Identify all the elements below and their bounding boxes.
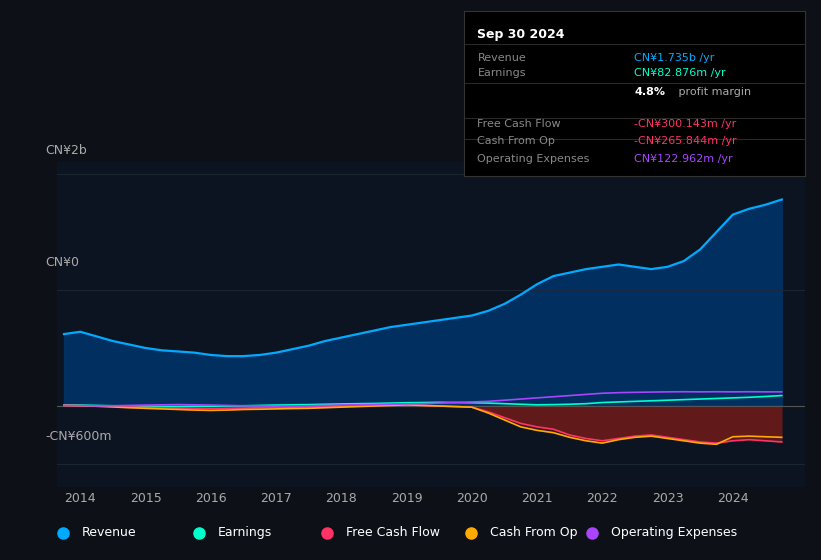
- Text: CN¥1.735b /yr: CN¥1.735b /yr: [635, 53, 714, 63]
- Text: Earnings: Earnings: [218, 526, 272, 539]
- Text: Sep 30 2024: Sep 30 2024: [478, 28, 565, 41]
- Text: Revenue: Revenue: [82, 526, 136, 539]
- Text: Free Cash Flow: Free Cash Flow: [478, 119, 561, 129]
- Text: Earnings: Earnings: [478, 68, 526, 78]
- Text: Revenue: Revenue: [478, 53, 526, 63]
- Text: Operating Expenses: Operating Expenses: [478, 154, 589, 164]
- Text: -CN¥600m: -CN¥600m: [45, 430, 112, 442]
- Text: Cash From Op: Cash From Op: [478, 136, 555, 146]
- Text: CN¥122.962m /yr: CN¥122.962m /yr: [635, 154, 733, 164]
- Text: Cash From Op: Cash From Op: [490, 526, 577, 539]
- Text: Operating Expenses: Operating Expenses: [611, 526, 736, 539]
- Text: -CN¥300.143m /yr: -CN¥300.143m /yr: [635, 119, 736, 129]
- Text: CN¥82.876m /yr: CN¥82.876m /yr: [635, 68, 726, 78]
- Text: 4.8%: 4.8%: [635, 87, 665, 97]
- Text: CN¥0: CN¥0: [45, 256, 79, 269]
- Text: -CN¥265.844m /yr: -CN¥265.844m /yr: [635, 136, 737, 146]
- Text: profit margin: profit margin: [675, 87, 751, 97]
- Text: Free Cash Flow: Free Cash Flow: [346, 526, 440, 539]
- Text: CN¥2b: CN¥2b: [45, 144, 87, 157]
